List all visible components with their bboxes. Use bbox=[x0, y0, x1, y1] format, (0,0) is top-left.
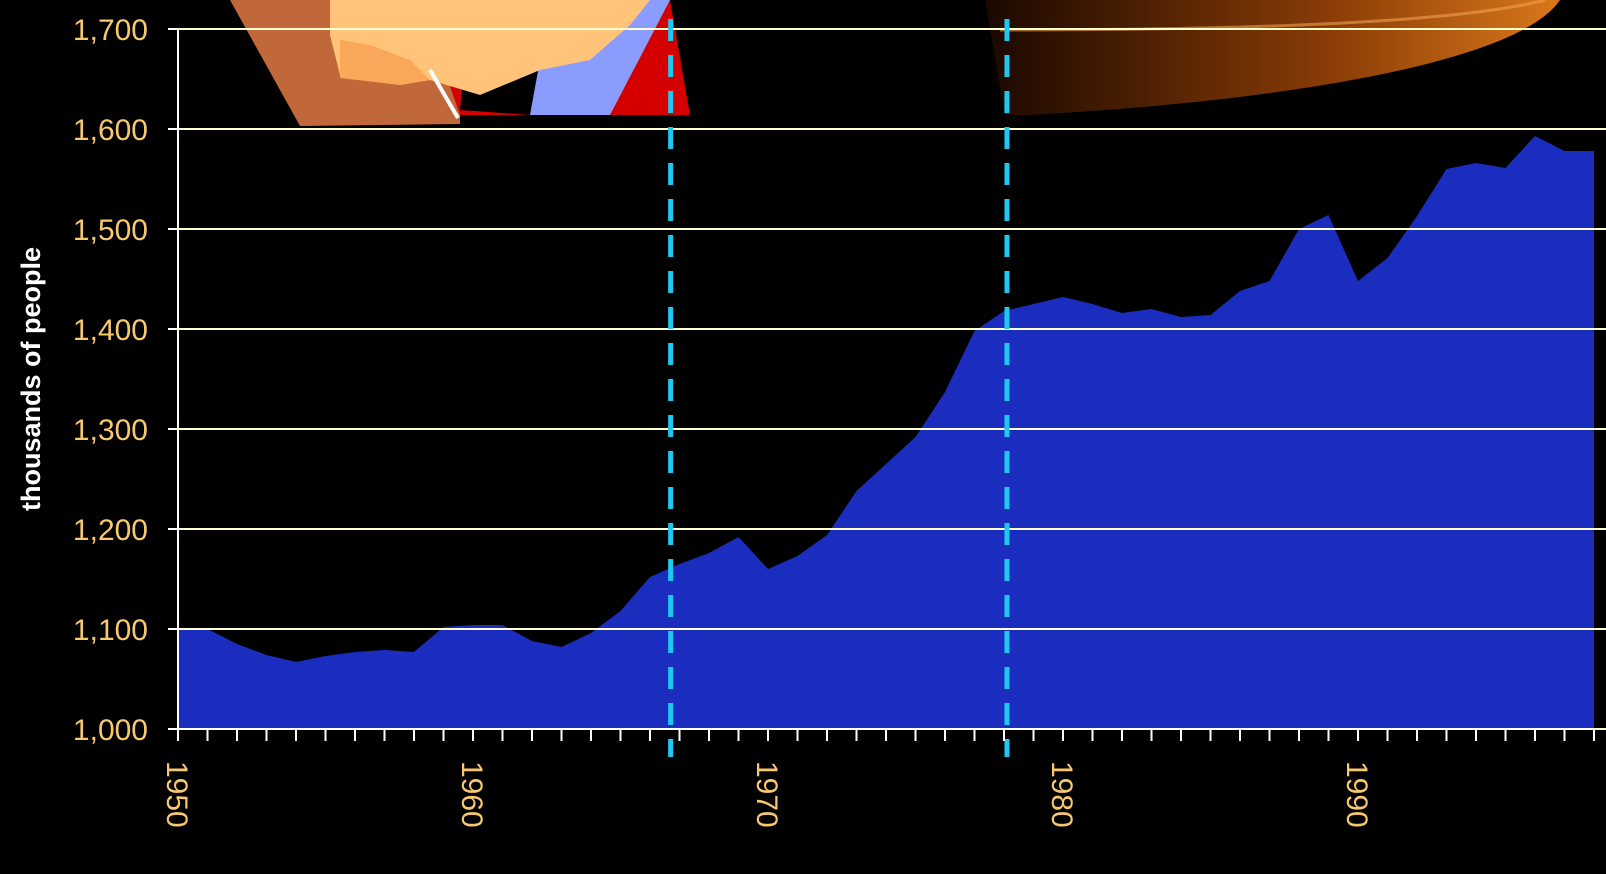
y-tick-label: 1,600 bbox=[73, 114, 148, 147]
x-tick-label: 1950 bbox=[160, 761, 193, 828]
y-tick-label: 1,200 bbox=[73, 514, 148, 547]
y-tick-label: 1,500 bbox=[73, 214, 148, 247]
y-tick-label: 1,000 bbox=[73, 714, 148, 747]
y-axis-title: thousands of people bbox=[16, 247, 46, 511]
y-tick-label: 1,100 bbox=[73, 614, 148, 647]
y-tick-label: 1,400 bbox=[73, 314, 148, 347]
y-tick-label: 1,300 bbox=[73, 414, 148, 447]
x-tick-label: 1960 bbox=[455, 761, 488, 828]
x-tick-label: 1980 bbox=[1045, 761, 1078, 828]
area bbox=[178, 136, 1594, 729]
x-tick-label: 1970 bbox=[750, 761, 783, 828]
clipart-hands bbox=[230, 0, 690, 126]
clipart-disc bbox=[985, 0, 1560, 115]
y-tick-label: 1,700 bbox=[73, 14, 148, 47]
x-tick-label: 1990 bbox=[1340, 761, 1373, 828]
